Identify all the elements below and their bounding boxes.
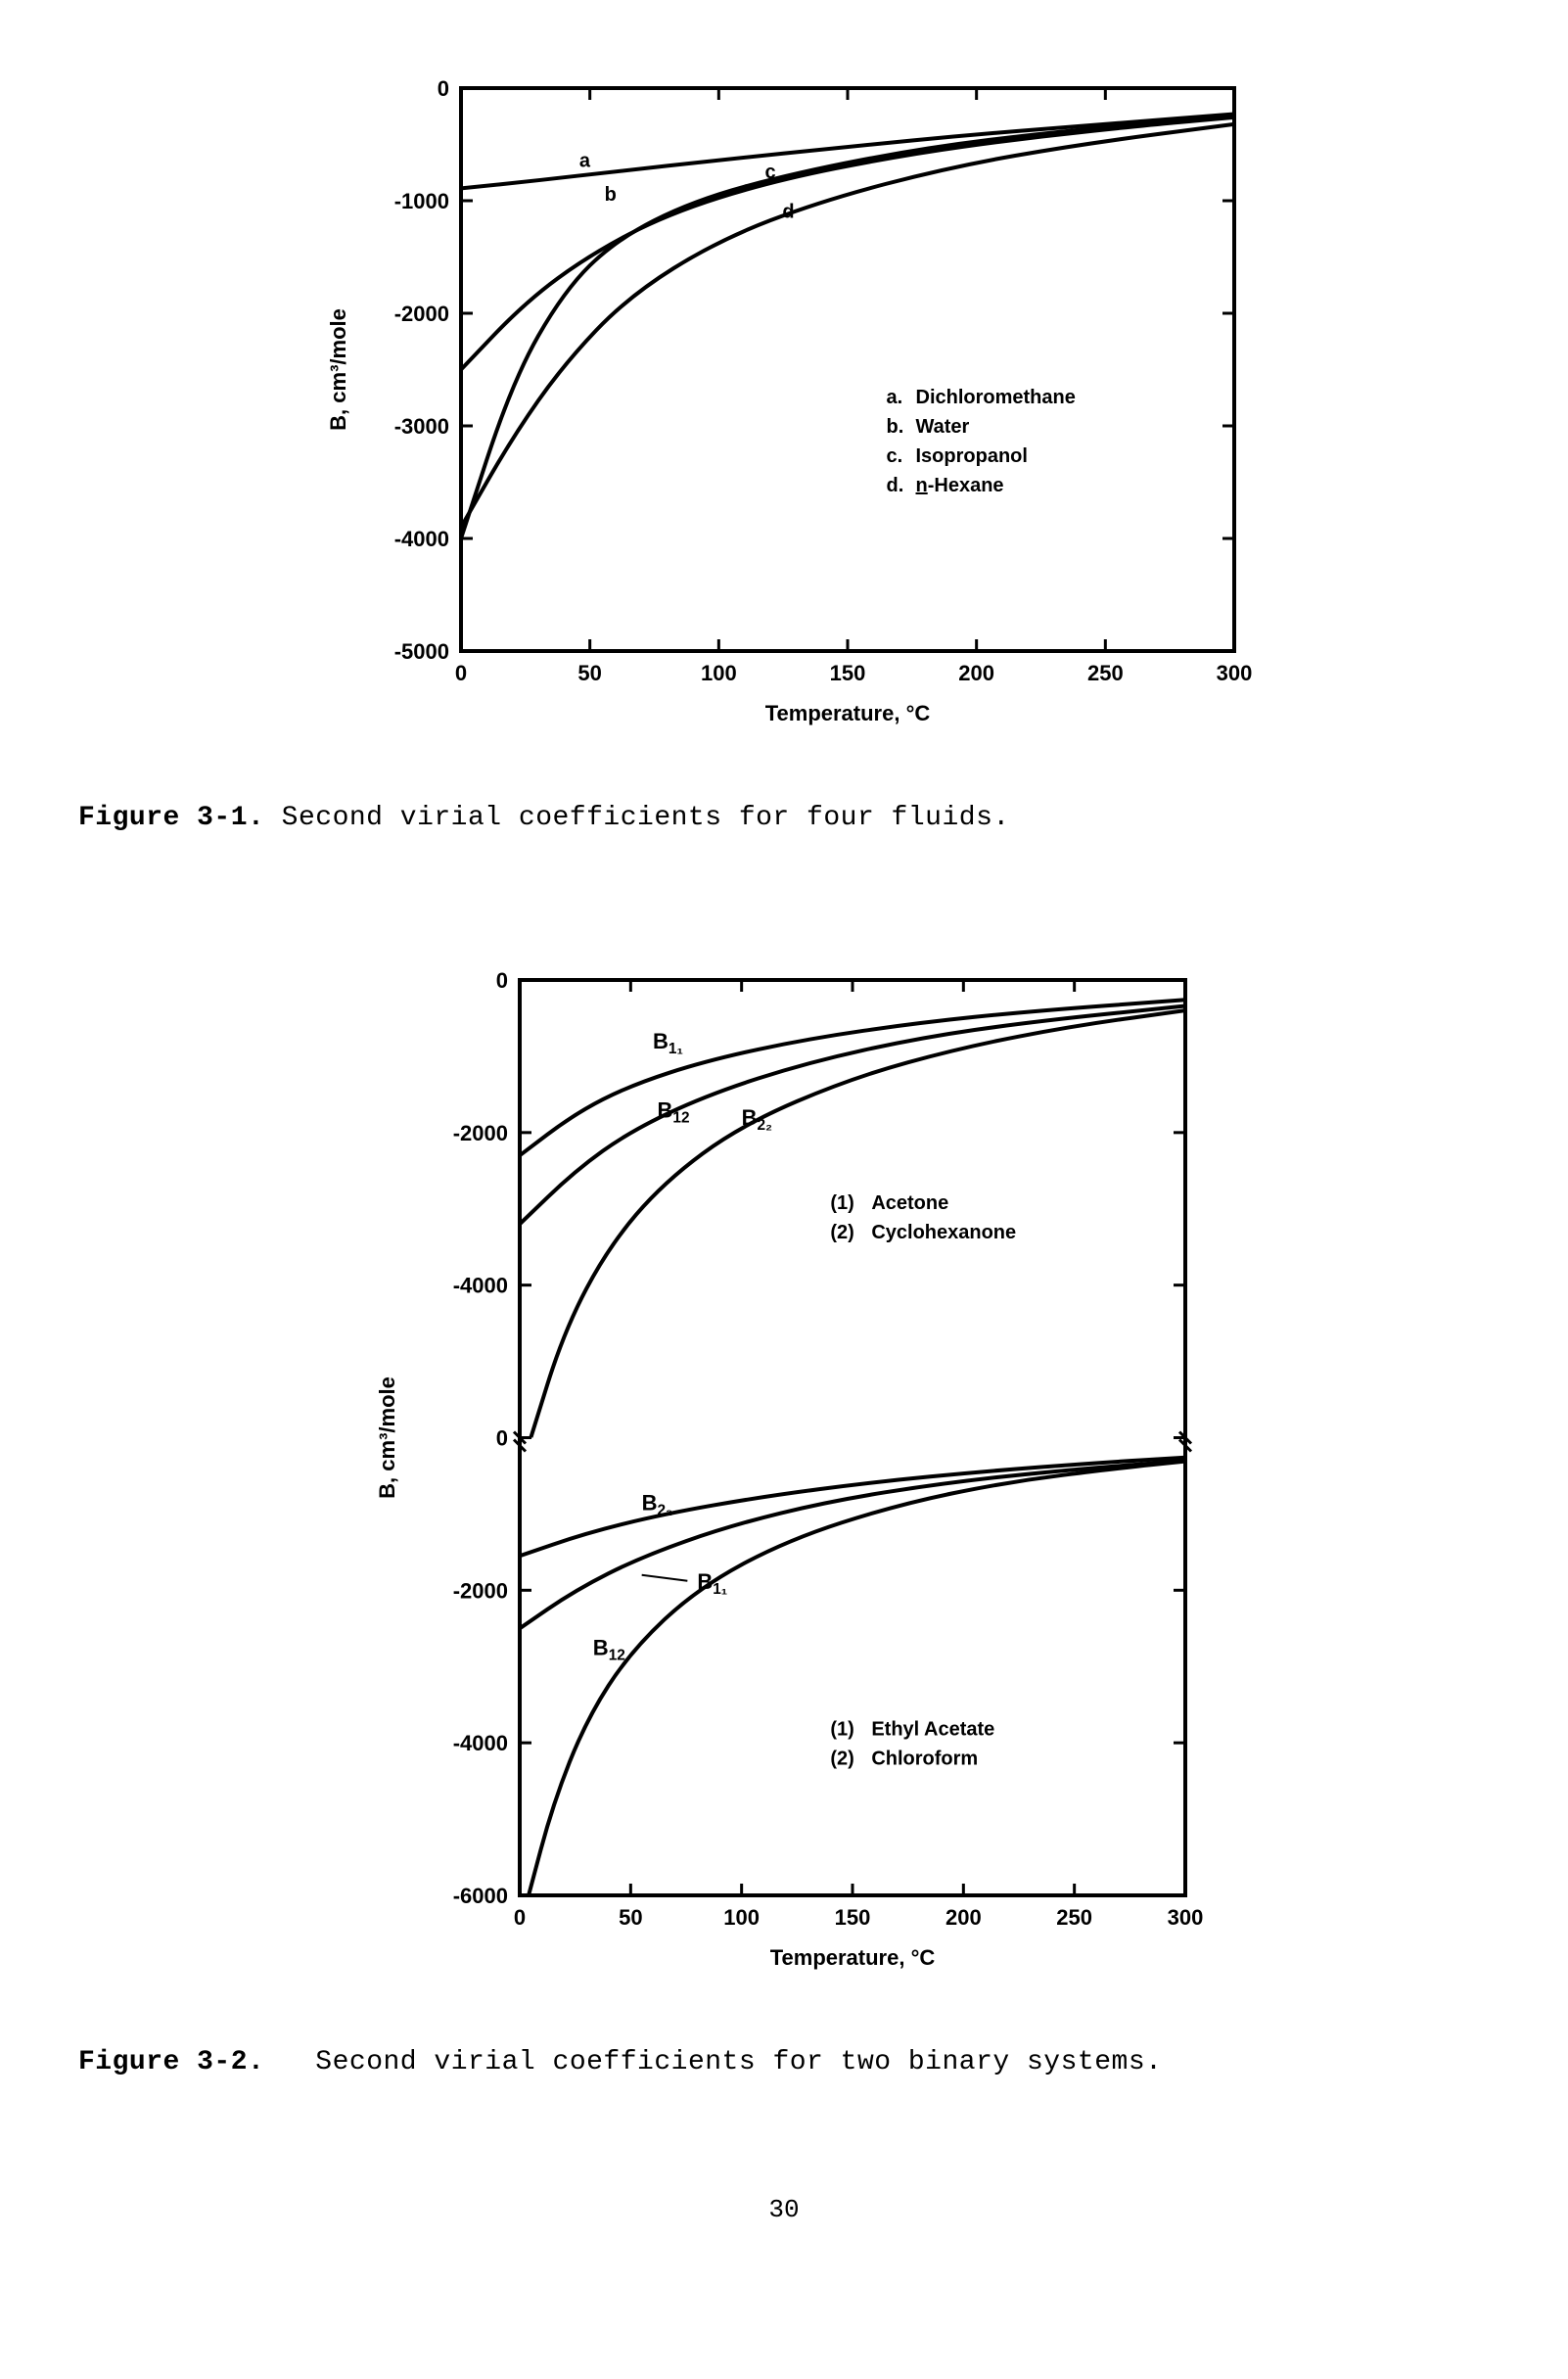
svg-text:0: 0: [514, 1905, 526, 1930]
figure-3-1-chart: 0 50 100 150 200 250 300 0 -1000 -2000 -3000 -4000 -…: [78, 59, 1490, 744]
svg-text:Chloroform: Chloroform: [871, 1748, 978, 1769]
svg-text:a: a: [579, 151, 591, 172]
svg-text:-6000: -6000: [453, 1884, 508, 1908]
svg-text:Temperature, °C: Temperature, °C: [765, 701, 931, 725]
figure-3-1-caption: Figure 3-1. Second virial coefficients f…: [78, 803, 1490, 833]
svg-text:150: 150: [830, 661, 866, 685]
svg-text:Cyclohexanone: Cyclohexanone: [871, 1222, 1016, 1243]
svg-text:n-Hexane: n-Hexane: [916, 475, 1004, 496]
svg-text:b.: b.: [887, 416, 904, 438]
svg-text:Temperature, °C: Temperature, °C: [770, 1945, 936, 1970]
svg-text:-2000: -2000: [453, 1578, 508, 1603]
svg-text:250: 250: [1056, 1905, 1092, 1930]
figure-3-2-caption-text: Second virial coefficients for two binar…: [315, 2047, 1162, 2077]
svg-text:B, cm³/mole: B, cm³/mole: [326, 308, 350, 431]
svg-text:0: 0: [438, 76, 449, 101]
svg-text:-4000: -4000: [453, 1274, 508, 1298]
svg-text:Acetone: Acetone: [871, 1192, 948, 1214]
svg-text:100: 100: [723, 1905, 760, 1930]
figure-3-2-chart: 0501001502002503000-2000-4000B1₁B12B2₂(1…: [78, 951, 1490, 1988]
svg-text:150: 150: [835, 1905, 871, 1930]
svg-text:-5000: -5000: [394, 639, 449, 664]
svg-text:100: 100: [701, 661, 737, 685]
svg-text:-2000: -2000: [453, 1121, 508, 1145]
svg-text:0: 0: [496, 1426, 508, 1451]
svg-text:(2): (2): [830, 1222, 853, 1243]
figure-3-2-caption-prefix: Figure 3-2.: [78, 2047, 264, 2077]
svg-text:(2): (2): [830, 1748, 853, 1769]
svg-text:0: 0: [496, 968, 508, 993]
figure-3-1-caption-text: Second virial coefficients for four flui…: [282, 803, 1010, 833]
svg-text:(1): (1): [830, 1718, 853, 1740]
svg-text:Isopropanol: Isopropanol: [916, 445, 1028, 467]
page-number: 30: [78, 2195, 1490, 2224]
svg-text:Ethyl Acetate: Ethyl Acetate: [871, 1718, 994, 1740]
svg-text:200: 200: [945, 1905, 982, 1930]
figure-3-2: 0501001502002503000-2000-4000B1₁B12B2₂(1…: [78, 951, 1490, 2077]
svg-text:300: 300: [1168, 1905, 1204, 1930]
figure-3-1-svg: 0 50 100 150 200 250 300 0 -1000 -2000 -3000 -4000 -…: [304, 59, 1264, 744]
svg-text:b: b: [605, 184, 617, 206]
svg-text:c: c: [764, 162, 775, 183]
figure-3-1-caption-prefix: Figure 3-1.: [78, 803, 264, 833]
svg-text:-1000: -1000: [394, 189, 449, 213]
svg-text:d: d: [782, 201, 794, 222]
svg-text:250: 250: [1087, 661, 1124, 685]
svg-text:-4000: -4000: [453, 1731, 508, 1755]
svg-text:300: 300: [1217, 661, 1253, 685]
svg-text:(1): (1): [830, 1192, 853, 1214]
svg-text:d.: d.: [887, 475, 904, 496]
svg-text:Water: Water: [916, 416, 970, 438]
svg-text:-2000: -2000: [394, 302, 449, 326]
svg-text:-4000: -4000: [394, 527, 449, 551]
svg-text:a.: a.: [887, 387, 903, 408]
svg-text:50: 50: [577, 661, 601, 685]
svg-text:c.: c.: [887, 445, 903, 467]
svg-text:-3000: -3000: [394, 414, 449, 439]
svg-text:0: 0: [455, 661, 467, 685]
figure-3-2-caption: Figure 3-2. Second virial coefficients f…: [78, 2047, 1490, 2077]
figure-3-1: 0 50 100 150 200 250 300 0 -1000 -2000 -3000 -4000 -…: [78, 59, 1490, 833]
svg-text:B, cm³/mole: B, cm³/mole: [375, 1376, 399, 1499]
svg-text:200: 200: [958, 661, 994, 685]
figure-3-2-svg: 0501001502002503000-2000-4000B1₁B12B2₂(1…: [353, 951, 1215, 1988]
svg-text:Dichloromethane: Dichloromethane: [916, 387, 1076, 408]
svg-text:50: 50: [619, 1905, 642, 1930]
